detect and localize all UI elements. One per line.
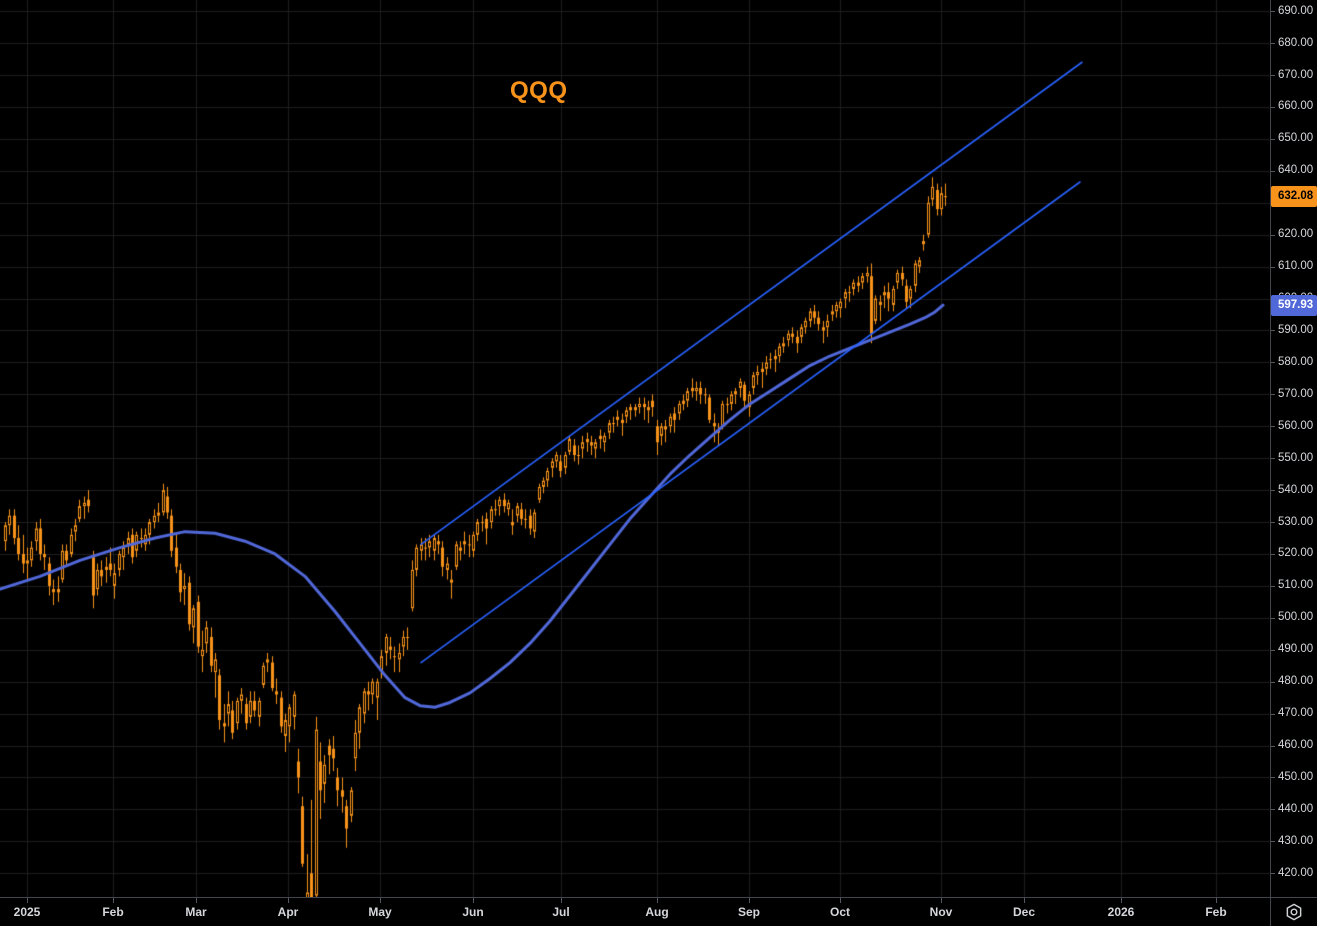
time-tick-label: 2026 bbox=[1107, 905, 1135, 919]
price-tick-mark bbox=[1271, 394, 1275, 395]
price-tick-label: 490.00 bbox=[1278, 643, 1314, 656]
price-tick-label: 480.00 bbox=[1278, 675, 1314, 688]
price-tick-mark bbox=[1271, 330, 1275, 331]
time-scale[interactable]: 2025 Feb Mar Apr May Jun Jul Aug Sep Oct Nov Dec 202… bbox=[0, 897, 1270, 926]
time-tick-mark bbox=[113, 898, 114, 903]
price-chart-plot[interactable]: QQQ bbox=[0, 0, 1270, 897]
time-tick-label: Jul bbox=[552, 905, 570, 919]
price-tick-label: 520.00 bbox=[1278, 547, 1314, 560]
price-tick-label: 470.00 bbox=[1278, 707, 1314, 720]
time-tick-mark bbox=[1216, 898, 1217, 903]
price-tick-label: 620.00 bbox=[1278, 228, 1314, 241]
price-tick-mark bbox=[1271, 618, 1275, 619]
scales-settings-button[interactable] bbox=[1270, 897, 1317, 926]
price-tick-label: 540.00 bbox=[1278, 483, 1314, 496]
time-tick-label: Feb bbox=[1205, 905, 1227, 919]
time-tick-mark bbox=[657, 898, 658, 903]
price-tick-mark bbox=[1271, 650, 1275, 651]
time-tick-mark bbox=[196, 898, 197, 903]
price-tick-label: 510.00 bbox=[1278, 579, 1314, 592]
last-price-badge: 632.08 bbox=[1271, 185, 1317, 207]
price-tick-label: 430.00 bbox=[1278, 834, 1314, 847]
price-tick-mark bbox=[1271, 714, 1275, 715]
price-tick-label: 660.00 bbox=[1278, 100, 1314, 113]
price-tick-mark bbox=[1271, 107, 1275, 108]
price-scale[interactable]: 632.08 597.93 690.00 680.00 670.00 660.00 65… bbox=[1270, 0, 1317, 897]
time-tick-label: Mar bbox=[185, 905, 207, 919]
price-tick-mark bbox=[1271, 362, 1275, 363]
time-tick-mark bbox=[473, 898, 474, 903]
price-tick-mark bbox=[1271, 554, 1275, 555]
price-tick-label: 570.00 bbox=[1278, 387, 1314, 400]
time-tick-label: Apr bbox=[277, 905, 299, 919]
price-tick-mark bbox=[1271, 777, 1275, 778]
price-tick-mark bbox=[1271, 267, 1275, 268]
time-tick-label: Oct bbox=[829, 905, 851, 919]
price-tick-mark bbox=[1271, 586, 1275, 587]
time-tick-label: Jun bbox=[462, 905, 484, 919]
symbol-label: QQQ bbox=[510, 77, 568, 104]
price-tick-label: 450.00 bbox=[1278, 770, 1314, 783]
price-tick-label: 440.00 bbox=[1278, 802, 1314, 815]
time-tick-mark bbox=[1024, 898, 1025, 903]
price-tick-mark bbox=[1271, 426, 1275, 427]
time-tick-label: Sep bbox=[737, 905, 761, 919]
price-tick-mark bbox=[1271, 171, 1275, 172]
price-tick-label: 500.00 bbox=[1278, 611, 1314, 624]
time-tick-label: Aug bbox=[645, 905, 669, 919]
price-tick-label: 560.00 bbox=[1278, 419, 1314, 432]
time-tick-mark bbox=[561, 898, 562, 903]
time-tick-label: May bbox=[368, 905, 392, 919]
price-tick-label: 530.00 bbox=[1278, 515, 1314, 528]
price-tick-mark bbox=[1271, 841, 1275, 842]
price-tick-mark bbox=[1271, 235, 1275, 236]
price-tick-label: 460.00 bbox=[1278, 739, 1314, 752]
time-tick-mark bbox=[1121, 898, 1122, 903]
time-tick-mark bbox=[288, 898, 289, 903]
price-tick-mark bbox=[1271, 458, 1275, 459]
price-tick-label: 670.00 bbox=[1278, 68, 1314, 81]
candlestick-canvas[interactable] bbox=[0, 0, 1270, 897]
price-tick-mark bbox=[1271, 873, 1275, 874]
time-tick-mark bbox=[749, 898, 750, 903]
price-tick-label: 680.00 bbox=[1278, 36, 1314, 49]
price-tick-mark bbox=[1271, 809, 1275, 810]
price-tick-mark bbox=[1271, 490, 1275, 491]
price-tick-mark bbox=[1271, 139, 1275, 140]
time-tick-mark bbox=[27, 898, 28, 903]
time-tick-mark bbox=[380, 898, 381, 903]
time-tick-mark bbox=[840, 898, 841, 903]
price-tick-label: 650.00 bbox=[1278, 132, 1314, 145]
price-tick-label: 420.00 bbox=[1278, 866, 1314, 879]
time-tick-label: Feb bbox=[102, 905, 124, 919]
price-tick-label: 690.00 bbox=[1278, 4, 1314, 17]
price-tick-mark bbox=[1271, 682, 1275, 683]
time-tick-label: Dec bbox=[1012, 905, 1036, 919]
gear-icon bbox=[1285, 903, 1303, 921]
price-tick-mark bbox=[1271, 43, 1275, 44]
price-tick-mark bbox=[1271, 75, 1275, 76]
time-tick-mark bbox=[941, 898, 942, 903]
ma-value-badge: 597.93 bbox=[1271, 294, 1317, 316]
price-tick-mark bbox=[1271, 11, 1275, 12]
time-tick-label: Nov bbox=[929, 905, 953, 919]
price-tick-label: 550.00 bbox=[1278, 451, 1314, 464]
time-tick-label: 2025 bbox=[13, 905, 41, 919]
price-tick-mark bbox=[1271, 522, 1275, 523]
price-tick-label: 580.00 bbox=[1278, 355, 1314, 368]
price-tick-label: 610.00 bbox=[1278, 260, 1314, 273]
price-tick-label: 590.00 bbox=[1278, 323, 1314, 336]
price-tick-mark bbox=[1271, 746, 1275, 747]
price-tick-label: 640.00 bbox=[1278, 164, 1314, 177]
